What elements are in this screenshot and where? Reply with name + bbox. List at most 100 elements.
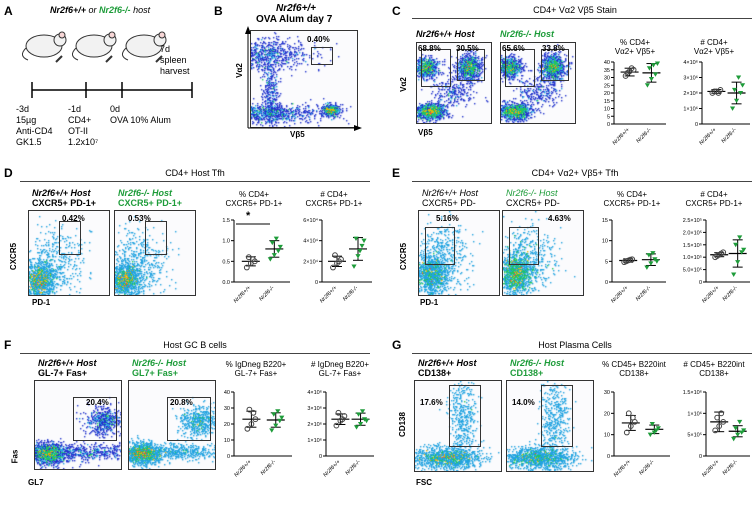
data-point — [731, 272, 737, 277]
flow-density — [417, 43, 491, 123]
panel-f-ko-label: Nr2f6-/- Host GL7+ Fas+ — [132, 358, 186, 378]
data-point — [275, 409, 281, 414]
y-tick-label: 5.0×10⁵ — [683, 267, 702, 274]
scatter-chart-f1: 0 10 20 30 40 Nr2f6+/+ Nr2f6-/- — [224, 390, 292, 479]
label-line: Nr2f6-/- Host — [118, 188, 173, 198]
y-tick-label: 4×10⁶ — [307, 389, 322, 396]
axis-label-x: GL7 — [28, 478, 44, 487]
chart-title-line: CD138+ — [699, 369, 729, 378]
flow-density — [503, 211, 583, 295]
data-point — [731, 436, 737, 442]
chart-title-line: CXCR5+ PD-1+ — [603, 199, 661, 208]
x-tick-label: Nr2f6-/- — [342, 285, 360, 303]
y-tick-label: 10 — [604, 433, 610, 439]
chart-title: # CD4+ CXCR5+ PD-1+ — [296, 190, 372, 208]
data-point — [353, 425, 360, 430]
y-tick-label: 20 — [604, 91, 610, 97]
panel-e-wt-label: Nr2f6+/+ Host CXCR5+ PD- — [422, 188, 478, 208]
y-tick-label: 0.0 — [222, 280, 230, 286]
data-point — [250, 409, 257, 416]
data-point — [735, 432, 741, 438]
data-point — [737, 235, 743, 240]
timeline-text: CD4+ — [68, 115, 92, 125]
gate-percent: 20.8% — [170, 398, 193, 407]
chart-title-line: % CD4+ — [238, 190, 269, 199]
label-line: Nr2f6+/+ Host — [422, 188, 479, 198]
y-tick-label: 5 — [605, 259, 608, 265]
y-tick-label: 30 — [604, 390, 610, 396]
scatter-chart-e1: 0 5 10 15 Nr2f6+/+ Nr2f6-/- — [602, 218, 666, 305]
panel-e-ko-label: Nr2f6-/- Host CXCR5+ PD- — [506, 188, 560, 208]
y-tick-label: 1.5 — [222, 218, 230, 224]
y-tick-label: 0 — [695, 122, 698, 128]
data-point — [651, 430, 657, 435]
x-tick-label: Nr2f6-/- — [722, 459, 740, 477]
y-tick-label: 6×10⁴ — [303, 217, 318, 224]
flow-plot-c-wt — [416, 42, 492, 124]
data-point — [650, 63, 657, 68]
harvest-line-2: spleen — [160, 55, 187, 65]
label-line: CXCR5+ PD-1+ — [32, 198, 97, 208]
y-tick-label: 1.5×10⁵ — [683, 242, 702, 249]
y-tick-label: 0 — [315, 280, 318, 286]
y-tick-label: 1.0 — [222, 239, 230, 245]
flow-density — [251, 31, 357, 127]
data-point — [252, 416, 259, 423]
axis-arrows — [245, 26, 362, 131]
timeline-day: -1d — [68, 104, 82, 114]
y-tick-label: 2×10⁶ — [307, 421, 322, 428]
gate-box — [541, 49, 569, 81]
data-point — [355, 254, 361, 259]
y-tick-label: 0 — [699, 280, 702, 286]
data-point — [279, 415, 285, 420]
axis-label-x: Vβ5 — [418, 128, 433, 137]
data-point — [277, 244, 283, 250]
data-point — [652, 72, 659, 77]
label-line: Nr2f6+/+ Host — [418, 358, 477, 368]
panel-e-title: CD4+ Vα2+ Vβ5+ Tfh — [531, 168, 619, 178]
gate-percent: 20.4% — [86, 398, 109, 407]
mice-illustration — [22, 31, 167, 63]
panel-f-wt-label: Nr2f6+/+ Host GL-7+ Fas+ — [38, 358, 97, 378]
data-point — [735, 260, 741, 265]
gate-percent: 4.63% — [548, 214, 571, 223]
chart-title: % IgDneg B220+ GL-7+ Fas+ — [214, 360, 298, 378]
harvest-line-1: 7d — [160, 44, 171, 54]
data-point — [653, 428, 659, 433]
data-point — [249, 256, 256, 263]
harvest-note: 7d spleen harvest — [160, 44, 190, 77]
data-point — [271, 253, 277, 258]
panel-f-rule — [20, 353, 370, 354]
scatter-chart-d1: 0.0 0.5 1.0 1.5 Nr2f6+/+ Nr2f6-/- — [222, 218, 290, 305]
axis-label-y: Vα2 — [234, 63, 244, 78]
timeline-step-3: 0d OVA 10% Alum — [110, 104, 171, 126]
scatter-chart-c2: 0 1×10⁶ 2×10⁶ 3×10⁶ 4×10⁶ Nr2f6+/+ Nr2f6-/- — [683, 59, 750, 147]
y-tick-label: 1×10⁶ — [683, 106, 698, 113]
gate-box — [167, 397, 211, 441]
data-point — [654, 61, 661, 66]
data-point — [333, 422, 340, 429]
y-tick-label: 30 — [604, 76, 610, 82]
harvest-line-3: harvest — [160, 66, 190, 76]
panel-d-ko-label: Nr2f6-/- Host CXCR5+ PD-1+ — [118, 188, 182, 208]
data-point — [627, 256, 634, 263]
mouse-icon — [122, 31, 167, 63]
panel-label-a: A — [4, 4, 13, 18]
chart-title: # CD4+ Vα2+ Vβ5+ — [676, 38, 752, 56]
flow-density — [507, 381, 593, 471]
y-tick-label: 0 — [319, 454, 322, 460]
chart-title-line: # IgDneg B220+ — [310, 360, 370, 369]
y-tick-label: 10 — [224, 438, 230, 444]
label-line: CD138+ — [510, 368, 544, 378]
gate-percent: 5.16% — [436, 214, 459, 223]
x-tick-label: Nr2f6-/- — [721, 127, 739, 145]
chart-title-line: CD138+ — [619, 369, 649, 378]
data-point — [714, 414, 721, 421]
flow-density — [29, 211, 109, 295]
y-tick-label: 1.5×10⁶ — [683, 389, 702, 396]
y-tick-label: 1×10⁶ — [687, 410, 702, 417]
timeline-text: 15µg — [16, 115, 37, 125]
data-point — [716, 423, 723, 430]
flow-plot-b: 0.40% — [250, 30, 358, 128]
panel-label-e: E — [392, 166, 401, 180]
